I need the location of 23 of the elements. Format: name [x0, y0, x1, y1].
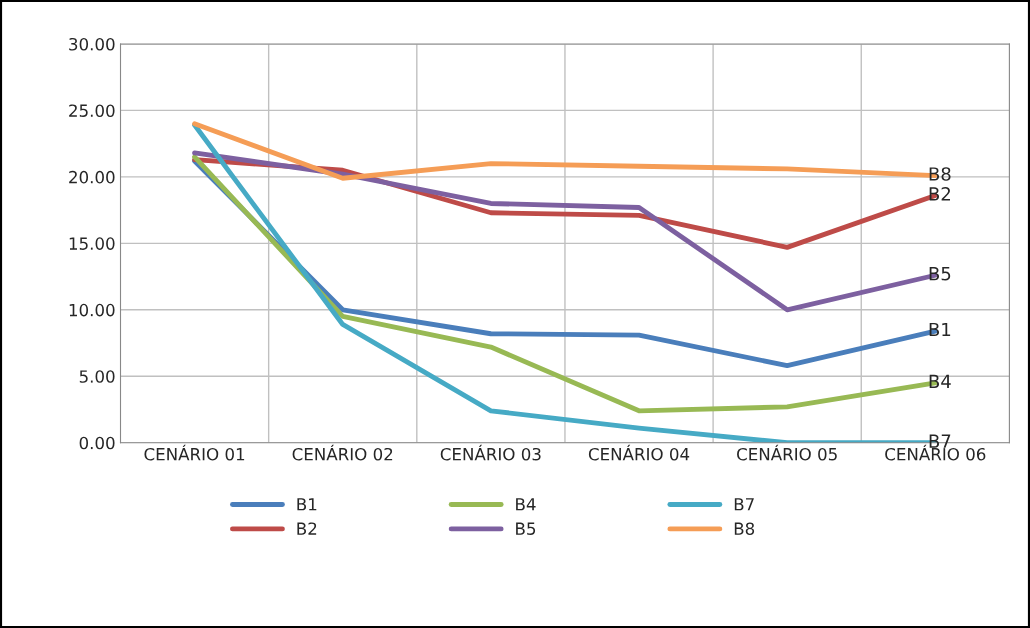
y-tick-label: 10.00	[69, 303, 115, 317]
x-tick-label: CENÁRIO 01	[144, 444, 245, 461]
text: B8	[929, 167, 951, 181]
x-tick-label: CENÁRIO 05	[737, 444, 837, 461]
x-tick-label: CENÁRIO 02	[292, 444, 393, 461]
y-tick-label: 20.00	[69, 170, 115, 184]
text: B1	[929, 322, 951, 337]
legend-label: B8	[734, 522, 755, 535]
text: B5	[929, 267, 951, 281]
y-tick-label: 5.00	[79, 370, 115, 383]
y-tick-label: 25.00	[69, 104, 115, 117]
legend-label: B1	[297, 498, 317, 511]
y-tick-label: 0.00	[79, 436, 115, 450]
text: B2	[929, 187, 950, 201]
x-tick-label: CENÁRIO 03	[440, 444, 541, 461]
x-tick-label: CENÁRIO 04	[588, 444, 690, 461]
legend-label: B4	[516, 498, 536, 511]
text: B4	[929, 374, 951, 388]
y-tick-label: 15.00	[69, 237, 115, 250]
y-tick-label: 30.00	[69, 37, 115, 51]
legend-label: B2	[297, 522, 317, 535]
legend-label: B7	[734, 498, 754, 511]
legend-label: B5	[516, 522, 536, 535]
